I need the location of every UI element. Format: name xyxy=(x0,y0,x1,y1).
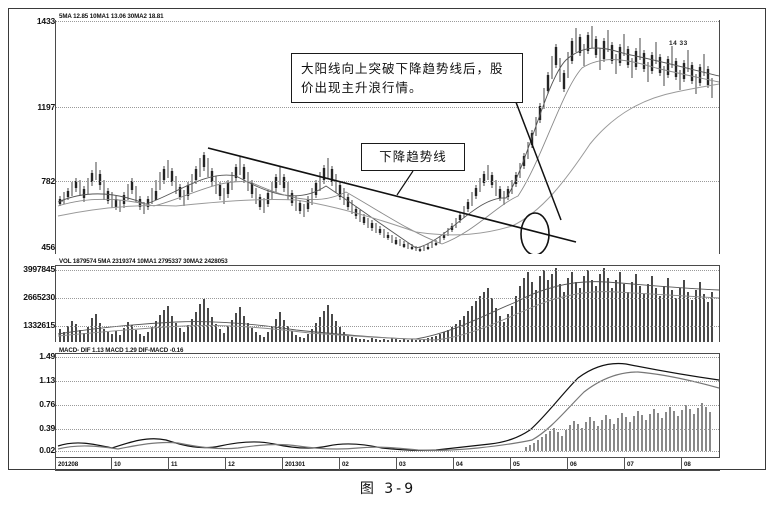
price-y-axis: 1433 1197 782 456 xyxy=(9,9,55,254)
volume-y-tick: 3997845 xyxy=(23,264,55,274)
peak-price-label: 14 33 xyxy=(669,40,688,47)
volume-panel-header: VOL 1879574 5MA 2319374 10MA1 2795337 30… xyxy=(59,258,228,265)
macd-y-axis: 1.49 1.13 0.76 0.39 0.02 xyxy=(9,343,55,457)
x-axis-tick xyxy=(681,458,682,470)
macd-y-tick: 1.13 xyxy=(39,375,55,385)
x-axis-label: 07 xyxy=(627,461,634,468)
annotation-callout-main: 大阳线向上突破下降趋势线后，股价出现主升浪行情。 xyxy=(291,53,523,103)
price-gridline xyxy=(56,21,719,22)
macd-gridline xyxy=(56,451,719,452)
x-axis-label: 05 xyxy=(513,461,520,468)
macd-lines xyxy=(57,362,719,451)
price-y-tick: 782 xyxy=(41,176,55,186)
price-gridline xyxy=(56,107,719,108)
ma-10 xyxy=(57,59,719,245)
x-axis-tick xyxy=(567,458,568,470)
volume-bars xyxy=(57,268,719,342)
x-axis-tick xyxy=(225,458,226,470)
x-axis-label: 201301 xyxy=(285,461,306,468)
x-axis: 201208 10 11 12 201301 02 03 04 05 06 07… xyxy=(55,457,720,471)
macd-dea-line xyxy=(57,371,719,451)
x-axis-label: 12 xyxy=(228,461,235,468)
macd-gridline xyxy=(56,381,719,382)
volume-y-axis: 3997845 2665230 1332615 xyxy=(9,255,55,342)
figure-caption: 图 3-9 xyxy=(359,481,417,497)
x-axis-tick xyxy=(55,458,56,470)
price-y-tick: 1433 xyxy=(36,16,55,26)
macd-y-tick: 0.76 xyxy=(39,399,55,409)
x-axis-label: 10 xyxy=(114,461,121,468)
macd-gridline xyxy=(56,357,719,358)
x-axis-tick xyxy=(396,458,397,470)
x-axis-tick xyxy=(282,458,283,470)
x-axis-tick xyxy=(453,458,454,470)
x-axis-tick xyxy=(624,458,625,470)
x-axis-label: 04 xyxy=(456,461,463,468)
volume-gridline xyxy=(56,270,719,271)
price-y-tick: 1197 xyxy=(37,102,55,112)
x-axis-tick xyxy=(111,458,112,470)
x-axis-label: 201208 xyxy=(58,461,79,468)
x-axis-tick xyxy=(339,458,340,470)
price-panel-header: 5MA 12.85 10MA1 13.06 30MA2 18.81 xyxy=(59,13,164,20)
annotation-callout-trendline: 下降趋势线 xyxy=(361,143,465,171)
macd-y-tick: 0.02 xyxy=(39,445,55,455)
x-axis-tick xyxy=(168,458,169,470)
macd-plot xyxy=(55,353,720,457)
macd-y-tick: 1.49 xyxy=(39,351,55,361)
macd-gridline xyxy=(56,405,719,406)
volume-plot xyxy=(55,265,720,342)
macd-panel: 1.49 1.13 0.76 0.39 0.02 MACD- DIF 1.13 … xyxy=(9,343,765,457)
price-panel: 1433 1197 782 456 5MA 12.85 10MA1 13.06 … xyxy=(9,9,765,254)
volume-y-tick: 2665230 xyxy=(23,292,55,302)
figure-frame: 1433 1197 782 456 5MA 12.85 10MA1 13.06 … xyxy=(8,8,766,471)
volume-gridline xyxy=(56,298,719,299)
x-axis-tick xyxy=(510,458,511,470)
x-axis-label: 11 xyxy=(171,461,178,468)
x-axis-label: 02 xyxy=(342,461,349,468)
x-axis-label: 08 xyxy=(684,461,691,468)
volume-gridline xyxy=(56,326,719,327)
ma-30 xyxy=(57,83,719,236)
price-gridline xyxy=(56,181,719,182)
volume-y-tick: 1332615 xyxy=(23,320,55,330)
descending-trend-line xyxy=(207,147,577,243)
macd-dif-line xyxy=(57,362,719,451)
x-axis-label: 06 xyxy=(570,461,577,468)
x-axis-label: 03 xyxy=(399,461,406,468)
price-candles xyxy=(57,26,719,252)
price-y-tick: 456 xyxy=(41,242,55,252)
macd-y-tick: 0.39 xyxy=(39,423,55,433)
ma-5 xyxy=(57,47,719,249)
macd-panel-header: MACD- DIF 1.13 MACD 1.29 DIF-MACD -0.16 xyxy=(59,347,184,354)
volume-panel: 3997845 2665230 1332615 VOL 1879574 5MA … xyxy=(9,255,765,342)
macd-gridline xyxy=(56,429,719,430)
